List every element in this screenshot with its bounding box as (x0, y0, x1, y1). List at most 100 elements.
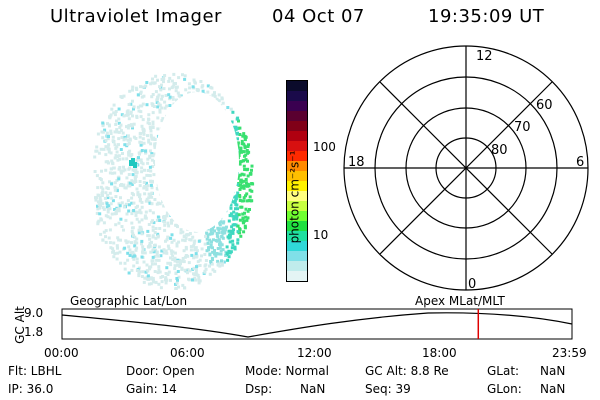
aurora-pixel (139, 115, 143, 119)
aurora-pixel (172, 238, 176, 242)
apex-mlat-mlt-label: Apex MLat/MLT (415, 294, 505, 308)
aurora-pixel (194, 267, 198, 271)
aurora-pixel (131, 250, 135, 254)
aurora-pixel (124, 239, 128, 243)
aurora-pixel (131, 126, 134, 130)
aurora-pixel (149, 134, 153, 138)
aurora-pixel (132, 233, 135, 237)
aurora-pixel (162, 77, 166, 80)
aurora-pixel (151, 219, 155, 223)
aurora-pixel (104, 168, 108, 172)
aurora-pixel (213, 91, 216, 95)
polar-plot: 12 18 6 0 60 70 80 (343, 45, 589, 292)
aurora-pixel (146, 161, 150, 165)
aurora-pixel (170, 221, 173, 225)
aurora-pixel (221, 229, 225, 233)
aurora-pixel (236, 176, 240, 180)
aurora-pixel (132, 257, 136, 261)
aurora-pixel (234, 207, 237, 211)
aurora-pixel (205, 231, 209, 235)
aurora-pixel (104, 160, 108, 164)
aurora-pixel (172, 83, 176, 87)
aurora-pixel (101, 206, 105, 210)
aurora-pixel (155, 218, 159, 222)
aurora-pixel (142, 94, 146, 98)
aurora-pixel (243, 168, 247, 171)
aurora-pixel (113, 143, 117, 147)
aurora-pixel (150, 191, 154, 195)
aurora-pixel (242, 199, 246, 203)
aurora-pixel (113, 113, 117, 117)
aurora-pixel (195, 273, 199, 277)
aurora-pixel (238, 231, 242, 235)
aurora-pixel (131, 85, 135, 89)
aurora-pixel (98, 206, 102, 210)
aurora-pixel (243, 224, 247, 228)
aurora-pixel (198, 258, 202, 262)
aurora-pixel (176, 91, 180, 95)
aurora-pixel (233, 200, 237, 204)
aurora-pixel (115, 119, 118, 123)
aurora-pixel (206, 84, 210, 88)
aurora-pixel (208, 253, 212, 257)
aurora-pixel (193, 277, 197, 280)
aurora-pixel (192, 266, 196, 270)
aurora-pixel (109, 202, 113, 206)
aurora-pixel (156, 105, 160, 109)
aurora-pixel (118, 204, 122, 208)
aurora-pixel (221, 101, 225, 105)
aurora-pixel (129, 251, 133, 255)
aurora-pixel (154, 236, 158, 240)
aurora-pixel (115, 179, 119, 182)
aurora-pixel (113, 130, 117, 134)
aurora-pixel (236, 191, 240, 195)
aurora-pixel (96, 207, 100, 211)
aurora-pixel (120, 113, 124, 117)
aurora-pixel (135, 170, 139, 174)
aurora-pixel (98, 195, 102, 199)
aurora-pixel (140, 95, 144, 99)
aurora-pixel (134, 168, 138, 172)
aurora-pixel (94, 198, 98, 202)
aurora-pixel (168, 95, 172, 99)
aurora-pixel (163, 220, 166, 224)
aurora-pixel (153, 138, 157, 141)
aurora-pixel (154, 248, 158, 252)
aurora-pixel (242, 186, 246, 190)
aurora-pixel (113, 252, 117, 256)
aurora-pixel (164, 249, 168, 253)
geographic-latlon-label: Geographic Lat/Lon (70, 294, 188, 308)
aurora-pixel (231, 110, 235, 114)
aurora-pixel (149, 250, 153, 254)
aurora-pixel (131, 226, 134, 230)
aurora-pixel (195, 249, 199, 253)
aurora-pixel (112, 249, 116, 253)
aurora-pixel (117, 130, 121, 134)
aurora-pixel (215, 232, 219, 235)
aurora-pixel (115, 128, 119, 132)
aurora-pixel (219, 252, 223, 256)
aurora-pixel (151, 234, 155, 238)
aurora-pixel (138, 193, 142, 197)
aurora-pixel (151, 211, 155, 215)
aurora-pixel (205, 249, 209, 253)
aurora-pixel (229, 206, 233, 210)
aurora-pixel (245, 192, 249, 196)
aurora-pixel (113, 171, 117, 175)
aurora-pixel (135, 246, 139, 250)
aurora-pixel (248, 208, 251, 211)
aurora-pixel (151, 122, 155, 126)
aurora-pixel (233, 215, 237, 219)
aurora-pixel (132, 105, 136, 109)
aurora-pixel (108, 216, 112, 220)
aurora-pixel (119, 238, 122, 242)
aurora-pixel (113, 181, 117, 185)
aurora-pixel (117, 209, 121, 213)
aurora-pixel (198, 264, 202, 267)
aurora-pixel (96, 200, 100, 204)
aurora-pixel (185, 233, 189, 237)
colorbar-tick-10: 10 (313, 228, 329, 242)
aurora-pixel (158, 202, 162, 206)
aurora-pixel (95, 211, 99, 215)
aurora-pixel (135, 217, 139, 221)
